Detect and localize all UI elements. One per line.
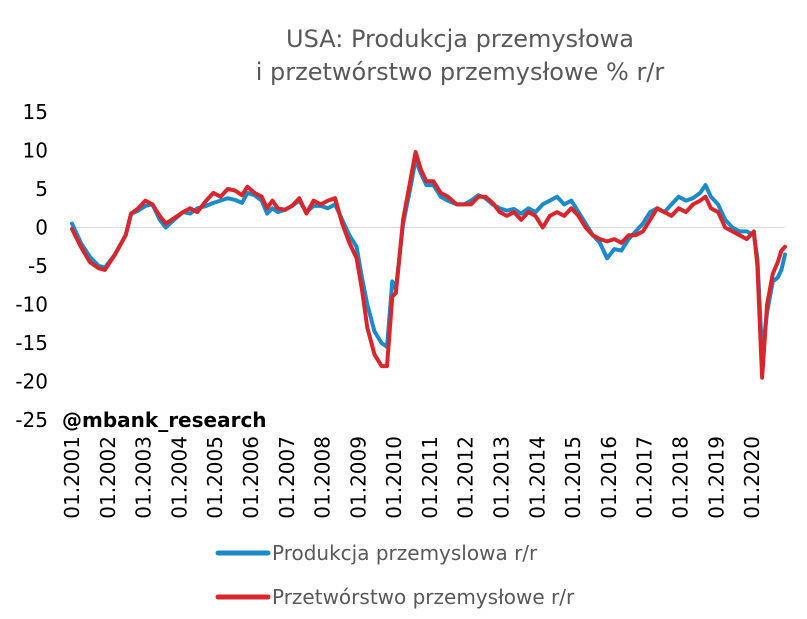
y-tick-label: 0 — [35, 216, 48, 240]
x-tick-label: 01.2006 — [239, 436, 263, 519]
y-axis-tick-labels: 15 10 5 0 -5 -10 -15 -20 -25 — [15, 100, 48, 432]
x-tick-label: 01.2009 — [346, 436, 370, 519]
x-tick-label: 01.2018 — [668, 436, 692, 519]
legend-label-przetworstwo: Przetwórstwo przemysłowe r/r — [272, 585, 575, 609]
x-axis-tick-labels: 01.2001 01.2002 01.2003 01.2004 01.2005 01.20… — [60, 436, 764, 519]
x-tick-label: 01.2001 — [60, 436, 84, 519]
series-line-produkcja — [70, 157, 787, 357]
x-tick-label: 01.2008 — [311, 436, 335, 519]
x-tick-label: 01.2007 — [275, 436, 299, 519]
x-tick-label: 01.2003 — [132, 436, 156, 519]
y-tick-label: 5 — [35, 177, 48, 201]
y-tick-label: -20 — [15, 370, 48, 394]
y-tick-label: -10 — [15, 293, 48, 317]
chart-title-line-2: i przetwórstwo przemysłowe % r/r — [256, 58, 665, 86]
x-tick-label: 01.2020 — [740, 436, 764, 519]
y-tick-label: -15 — [15, 331, 48, 355]
series-lines — [70, 150, 787, 380]
x-tick-label: 01.2016 — [597, 436, 621, 519]
y-tick-label: -5 — [28, 254, 48, 278]
y-tick-label: -25 — [15, 408, 48, 432]
x-tick-label: 01.2013 — [490, 436, 514, 519]
x-tick-label: 01.2002 — [96, 436, 120, 519]
x-tick-label: 01.2004 — [167, 436, 191, 519]
legend-label-produkcja: Produkcja przemyslowa r/r — [272, 541, 538, 565]
x-tick-label: 01.2005 — [203, 436, 227, 519]
x-tick-label: 01.2017 — [633, 436, 657, 519]
legend: Produkcja przemyslowa r/r Przetwórstwo p… — [215, 541, 575, 609]
y-tick-label: 10 — [23, 139, 48, 163]
chart-title-line-1: USA: Produkcja przemysłowa — [286, 25, 634, 53]
series-line-przetworstwo — [70, 150, 787, 380]
y-tick-label: 15 — [23, 100, 48, 124]
x-tick-label: 01.2012 — [454, 436, 478, 519]
x-tick-label: 01.2010 — [382, 436, 406, 519]
x-tick-label: 01.2019 — [704, 436, 728, 519]
x-tick-label: 01.2011 — [418, 436, 442, 519]
x-tick-label: 01.2014 — [525, 436, 549, 519]
x-tick-label: 01.2015 — [561, 436, 585, 519]
watermark-label: @mbank_research — [62, 408, 267, 432]
